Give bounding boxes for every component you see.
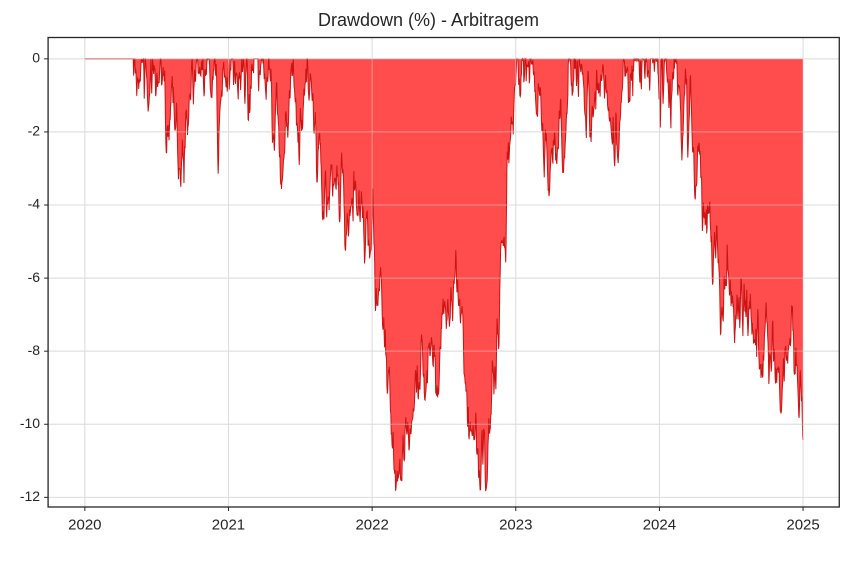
svg-text:-4: -4 [28,196,41,212]
svg-text:2020: 2020 [68,517,101,534]
svg-text:2025: 2025 [786,517,819,534]
svg-text:2022: 2022 [355,517,388,534]
svg-text:2023: 2023 [499,517,532,534]
svg-text:-6: -6 [28,269,41,285]
svg-text:-8: -8 [28,342,41,358]
svg-text:-12: -12 [20,488,40,504]
svg-text:-10: -10 [20,415,40,431]
svg-text:0: 0 [32,50,40,66]
svg-text:2021: 2021 [212,517,245,534]
svg-text:-2: -2 [28,123,41,139]
svg-text:2024: 2024 [643,517,676,534]
